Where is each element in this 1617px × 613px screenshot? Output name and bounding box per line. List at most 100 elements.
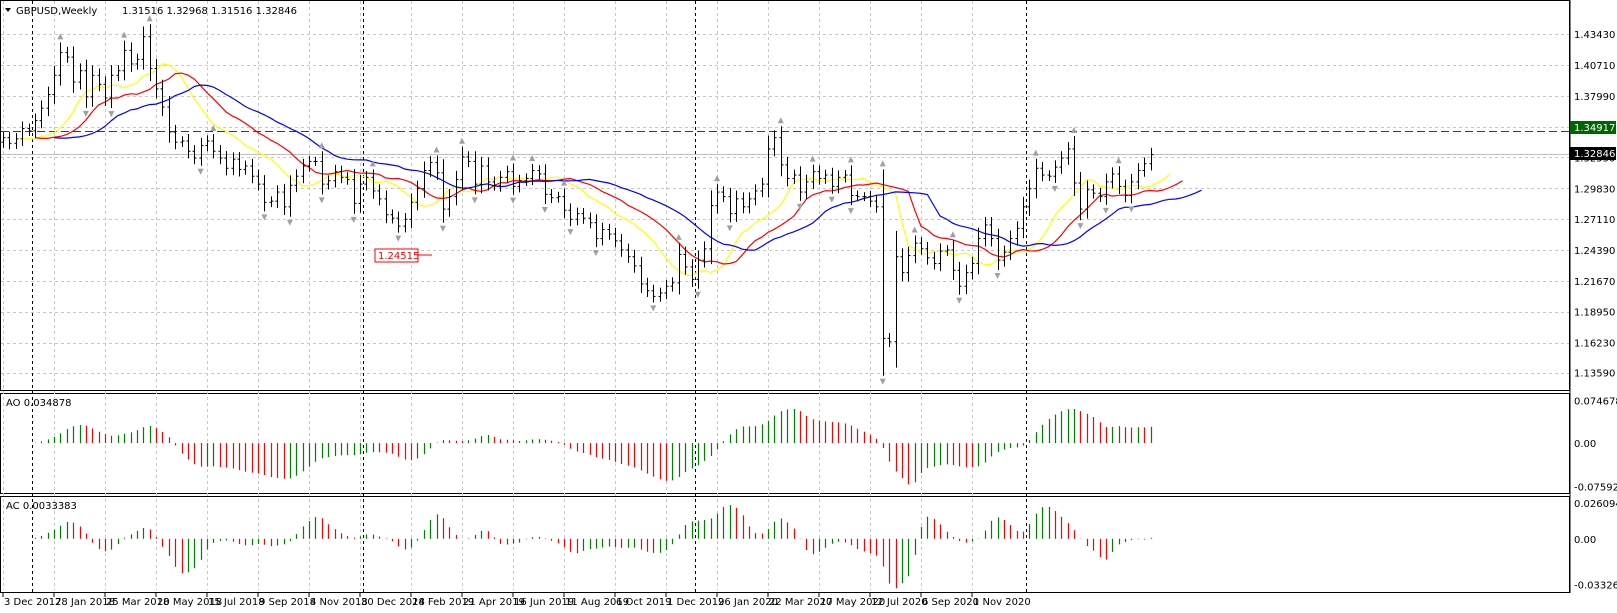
price-bar — [339, 165, 344, 184]
price-bar — [766, 135, 771, 198]
price-bar — [613, 227, 618, 248]
price-bar — [817, 165, 822, 185]
price-bar — [288, 175, 293, 217]
price-bar — [167, 96, 172, 143]
price-bar — [760, 177, 765, 198]
price-bar — [741, 192, 746, 214]
fractal-down-arrow — [879, 378, 886, 385]
price-bar — [78, 63, 83, 90]
price-bar — [135, 53, 140, 70]
price-bar — [243, 160, 248, 175]
price-bar — [626, 243, 631, 263]
price-tick-label: 1.27110 — [1574, 215, 1615, 226]
ac-histogram — [34, 505, 1153, 589]
price-bar — [326, 175, 331, 190]
price-bar — [71, 46, 76, 93]
price-bar — [90, 65, 95, 107]
price-bar — [734, 190, 739, 222]
price-tick-label: 1.29830 — [1574, 184, 1615, 195]
price-bar — [779, 126, 784, 177]
price-bar — [517, 174, 522, 193]
main-panel-frame — [0, 0, 1570, 391]
price-bar — [575, 207, 580, 226]
price-bar — [1, 131, 6, 148]
price-tick-label: 1.24390 — [1574, 246, 1615, 257]
price-bar — [524, 173, 529, 186]
price-bar — [823, 169, 828, 184]
fractal-up-arrow — [777, 117, 784, 124]
fractal-down-arrow — [694, 291, 701, 298]
price-bar — [1072, 135, 1077, 197]
price-bar — [224, 150, 229, 176]
fractal-down-arrow — [726, 225, 733, 232]
price-bar — [409, 193, 414, 229]
time-tick-label: 22 Mar 2020 — [769, 597, 832, 608]
fractal-down-arrow — [286, 219, 293, 226]
ohlc-values: 1.31516 1.32968 1.31516 1.32846 — [122, 6, 297, 17]
price-bar — [1123, 179, 1128, 203]
time-tick-label: 1 Dec 2019 — [667, 597, 725, 608]
time-tick-label: 6 Sep 2020 — [922, 597, 979, 608]
price-bar — [530, 164, 535, 185]
dropdown-triangle-icon[interactable] — [5, 8, 11, 12]
price-bar — [607, 223, 612, 240]
price-bar — [868, 190, 873, 207]
price-bar — [804, 174, 809, 200]
price-bar — [103, 76, 108, 106]
price-bar — [33, 113, 38, 138]
price-bar — [1149, 147, 1154, 171]
price-tick-label: 1.13590 — [1574, 369, 1615, 380]
fractal-down-arrow — [1128, 206, 1135, 213]
price-bar — [180, 136, 185, 147]
price-bar — [460, 146, 465, 190]
price-bar — [747, 192, 752, 214]
fractal-up-arrow — [146, 15, 153, 22]
price-bar — [677, 242, 682, 295]
ao-tick-label: 0.00 — [1574, 439, 1596, 450]
price-bar — [645, 277, 650, 297]
price-bar — [199, 137, 204, 166]
price-bar — [320, 151, 325, 195]
price-bar — [492, 176, 497, 191]
price-bar — [989, 217, 994, 247]
price-tick-label: 1.40710 — [1574, 61, 1615, 72]
price-bar — [1066, 142, 1071, 165]
price-tick-label: 1.18950 — [1574, 308, 1615, 319]
price-tick-label: 1.43430 — [1574, 30, 1615, 41]
price-bar — [619, 234, 624, 257]
low-price-marker[interactable]: 1.24515 — [374, 248, 432, 263]
time-tick-label: 30 Dec 2018 — [361, 597, 425, 608]
price-bar — [301, 158, 306, 184]
price-bar — [1040, 162, 1045, 182]
time-tick-label: 12 Jul 2020 — [871, 597, 928, 608]
price-bar — [97, 68, 102, 92]
fractal-up-arrow — [675, 233, 682, 240]
price-bar — [862, 192, 867, 202]
price-bar — [377, 184, 382, 206]
price-bar — [811, 164, 816, 189]
price-bar — [1078, 171, 1083, 221]
price-bar — [262, 175, 267, 212]
price-bar — [658, 287, 663, 302]
price-bar — [84, 59, 89, 108]
fractal-down-arrow — [796, 203, 803, 210]
price-bar — [728, 187, 733, 223]
price-bar — [721, 186, 726, 203]
price-bar — [58, 42, 63, 86]
price-bar — [160, 79, 165, 117]
price-bar — [925, 241, 930, 265]
fractal-up-arrow — [1071, 126, 1077, 133]
price-bar — [403, 213, 408, 233]
price-bar — [632, 249, 637, 273]
price-bar — [996, 228, 1001, 271]
price-bar — [753, 184, 758, 206]
time-tick-label: 25 Mar 2018 — [106, 597, 169, 608]
time-tick-label: 3 Dec 2017 — [4, 597, 62, 608]
price-bar — [894, 230, 899, 368]
price-bar — [14, 133, 19, 149]
fractal-up-arrow — [1115, 157, 1122, 164]
price-bar — [129, 42, 134, 72]
price-bar — [275, 185, 280, 208]
